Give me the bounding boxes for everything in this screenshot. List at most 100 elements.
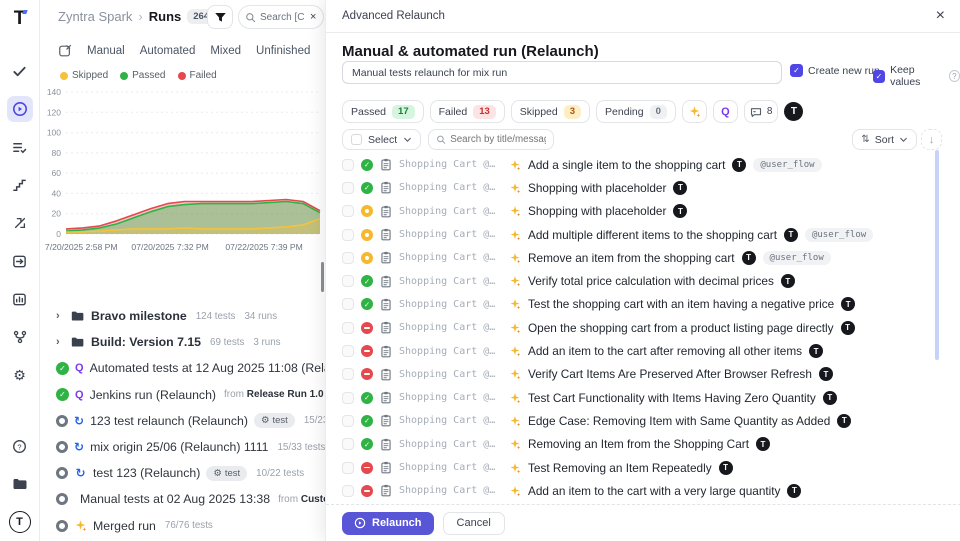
help-tooltip-icon[interactable]: ? (948, 70, 960, 82)
gear-icon[interactable]: ⚙ (7, 362, 33, 388)
close-icon[interactable]: × (935, 7, 945, 24)
keep-values-checkbox[interactable]: ✓ Keep values ? (873, 64, 960, 88)
owner-avatar[interactable]: T (837, 413, 852, 428)
owner-avatar[interactable]: T (822, 390, 837, 405)
owner-avatar[interactable]: T (783, 227, 798, 242)
row-checkbox[interactable] (342, 368, 354, 381)
run-group-row[interactable]: › Bravo milestone 124 tests 34 runs (40, 303, 325, 329)
branch-icon[interactable] (7, 324, 33, 350)
row-checkbox[interactable] (342, 251, 354, 264)
owner-avatar[interactable]: T (787, 483, 802, 498)
owner-avatar[interactable]: T (755, 437, 770, 452)
tab-unfinished[interactable]: Unfinished (256, 45, 311, 57)
sort-direction-button[interactable]: ↓ (921, 129, 942, 150)
test-row[interactable]: ✓ Shopping Cart @… Test the shopping cart … (342, 293, 942, 316)
test-row[interactable]: ✓ Shopping Cart @… Add a single item to th… (342, 153, 942, 176)
projects-folder-icon[interactable] (7, 471, 33, 497)
tab-manual[interactable]: Manual (87, 45, 125, 57)
breadcrumb-parent[interactable]: Zyntra Spark (58, 9, 133, 24)
test-row[interactable]: ✓ Shopping Cart @… Shopping with placehold… (342, 176, 942, 199)
owner-avatar[interactable]: T (841, 297, 856, 312)
row-checkbox[interactable] (342, 391, 354, 404)
test-row[interactable]: Shopping Cart @… Test Removing an Item Re… (342, 456, 942, 479)
filter-button[interactable] (207, 5, 233, 29)
row-checkbox[interactable] (342, 461, 354, 474)
run-row[interactable]: Merged run 76/76 tests (40, 513, 325, 539)
test-row[interactable]: Shopping Cart @… Remove an item from the … (342, 246, 942, 269)
sort-dropdown[interactable]: ⇅ Sort (852, 129, 917, 150)
row-checkbox[interactable] (342, 345, 354, 358)
status-filter-pending[interactable]: Pending 0 (596, 100, 676, 123)
test-row[interactable]: ✓ Shopping Cart @… Verify total price calc… (342, 269, 942, 292)
owner-avatar[interactable]: T (732, 157, 747, 172)
report-icon[interactable] (7, 286, 33, 312)
owner-avatar[interactable]: T (673, 180, 688, 195)
user-avatar[interactable]: T (8, 511, 31, 533)
import-icon[interactable] (7, 248, 33, 274)
run-row[interactable]: ✓ Q Jenkins run (Relaunch) from Release Run… (40, 382, 325, 408)
owner-avatar[interactable]: T (818, 367, 833, 382)
run-row[interactable]: ↻ test 123 (Relaunch) ⚙ test 10/22 tests (40, 460, 325, 486)
row-checkbox[interactable] (342, 438, 354, 451)
runs-search-input[interactable] (260, 11, 306, 23)
row-checkbox[interactable] (342, 205, 354, 218)
test-row[interactable]: Shopping Cart @… Verify Cart Items Are Pr… (342, 363, 942, 386)
select-dropdown[interactable]: Select (342, 129, 422, 150)
row-checkbox[interactable] (342, 158, 354, 171)
owner-avatar[interactable]: T (673, 204, 688, 219)
status-filter-passed[interactable]: Passed 17 (342, 100, 424, 123)
chevron-right-icon[interactable]: › (56, 336, 60, 349)
row-checkbox[interactable] (342, 414, 354, 427)
row-checkbox[interactable] (342, 298, 354, 311)
tests-search-input[interactable] (450, 134, 547, 145)
test-row[interactable]: Shopping Cart @… Add multiple different i… (342, 223, 942, 246)
test-row[interactable]: Shopping Cart @… Open the shopping cart f… (342, 316, 942, 339)
chevron-right-icon[interactable]: › (56, 310, 60, 323)
tab-automated[interactable]: Automated (139, 45, 196, 57)
help-icon[interactable]: ? (7, 433, 33, 459)
clear-search-icon[interactable]: × (310, 11, 317, 23)
play-circle-icon[interactable] (6, 96, 33, 122)
manual-type-filter-button[interactable] (681, 100, 707, 123)
breadcrumb-current[interactable]: Runs (148, 9, 182, 24)
relaunch-button[interactable]: Relaunch (342, 511, 434, 535)
tab-mixed[interactable]: Mixed (210, 45, 242, 57)
app-logo[interactable]: T (13, 8, 26, 29)
run-row[interactable]: ✓ Q Automated tests at 12 Aug 2025 11:08 (… (40, 355, 325, 381)
list-check-icon[interactable] (7, 134, 33, 160)
automated-type-filter-button[interactable]: Q (712, 100, 738, 123)
create-new-run-checkbox[interactable]: ✓ Create new run (790, 64, 880, 77)
owner-avatar[interactable]: T (741, 250, 756, 265)
row-checkbox[interactable] (342, 484, 354, 497)
tests-search[interactable] (428, 129, 555, 150)
owner-avatar[interactable]: T (718, 460, 733, 475)
row-checkbox[interactable] (342, 321, 354, 334)
owner-avatar[interactable]: T (809, 344, 824, 359)
test-row[interactable]: Shopping Cart @… Shopping with placeholde… (342, 200, 942, 223)
run-row[interactable]: Manual tests at 02 Aug 2025 13:38 from Cu… (40, 486, 325, 512)
owner-filter-avatar[interactable]: T (784, 102, 804, 121)
run-row[interactable]: ↻ 123 test relaunch (Relaunch) ⚙test 15/23 … (40, 408, 325, 434)
comments-filter-button[interactable]: 8 (743, 100, 779, 123)
run-name-input[interactable] (342, 61, 782, 84)
flaky-icon[interactable] (7, 210, 33, 236)
owner-avatar[interactable]: T (840, 320, 855, 335)
panel-scrollbar[interactable] (321, 262, 324, 292)
steps-icon[interactable] (7, 172, 33, 198)
owner-avatar[interactable]: T (780, 274, 795, 289)
check-icon[interactable] (7, 58, 33, 84)
run-row[interactable]: ↻ mix origin 25/06 (Relaunch) 1111 15/33 t… (40, 434, 325, 460)
test-row[interactable]: ✓ Shopping Cart @… Edge Case: Removing Ite… (342, 409, 942, 432)
row-checkbox[interactable] (342, 181, 354, 194)
test-row[interactable]: ✓ Shopping Cart @… Removing an Item from t… (342, 433, 942, 456)
run-group-row[interactable]: › Build: Version 7.15 69 tests 3 runs (40, 329, 325, 355)
cancel-button[interactable]: Cancel (442, 511, 505, 535)
test-row[interactable]: Shopping Cart @… Add an item to the cart … (342, 339, 942, 362)
status-filter-skipped[interactable]: Skipped 3 (510, 100, 591, 123)
select-all-icon[interactable] (58, 44, 72, 58)
status-filter-failed[interactable]: Failed 13 (429, 100, 505, 123)
row-checkbox[interactable] (342, 228, 354, 241)
test-row[interactable]: Shopping Cart @… Add an item to the cart … (342, 479, 942, 502)
runs-search[interactable]: × (238, 5, 324, 29)
modal-scrollbar[interactable] (935, 150, 939, 360)
